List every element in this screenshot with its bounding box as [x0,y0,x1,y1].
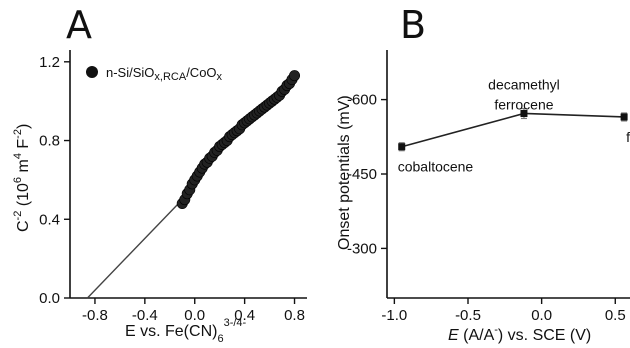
chart-b-x-tick-label: -0.5 [455,307,481,324]
chart-b-data-point [398,143,406,151]
chart-a-y-tick-label: 0.4 [39,211,60,228]
chart-b-x-tick-label: -1.0 [381,307,407,324]
chart-b-point-label: decamethyl [488,76,560,92]
chart-a-fit-line [86,199,183,299]
chart-b-y-tick-label: -450 [347,166,377,183]
chart-b-point-label: ferrocene [494,96,553,112]
chart-a-ticks: -0.8 -0.4 0.0 0.4 0.8 0.0 0.4 0.8 1.2 [39,54,305,324]
chart-b-series [398,107,628,152]
panel-b-letter: B [400,3,426,47]
panel-a-letter: A [66,3,92,47]
chart-b-y-tick-label: -600 [347,92,377,109]
chart-a-x-tick-label: 0.8 [284,307,305,324]
chart-a: -0.8 -0.4 0.0 0.4 0.8 0.0 0.4 0.8 1.2 n-Si/SiOx,… [12,50,307,345]
chart-a-x-tick-label: -0.8 [82,307,108,324]
chart-b-x-axis-title: E (A/A-) vs. SCE (V) [448,324,591,344]
chart-a-data-point [289,70,301,82]
chart-b-data-point [620,113,628,121]
chart-b-point-label: ferrocene [626,129,630,145]
chart-a-y-tick-label: 0.0 [39,290,60,307]
chart-b-series-line [401,112,625,148]
chart-a-legend: n-Si/SiOx,RCA/CoOx [86,65,223,83]
chart-a-points [176,70,301,210]
chart-a-fit-line-segment [86,199,183,299]
legend-label: n-Si/SiOx,RCA/CoOx [106,65,223,83]
chart-b-x-tick-label: 0.5 [605,307,626,324]
chart-a-x-axis-title: E vs. Fe(CN)63-/4- [125,317,247,345]
chart-a-y-axis-title: C-2 (106 m4 F-2) [12,124,32,232]
chart-b-data-point [520,109,528,117]
chart-b-point-label: cobaltocene [398,159,474,175]
chart-a-y-tick-label: 1.2 [39,54,60,71]
chart-a-x-tick-label: -0.4 [132,307,158,324]
chart-b-y-axis-title: Onset potentials (mV) [336,95,353,250]
chart-a-axes [69,50,307,299]
chart-b-point-labels: cobaltocene decamethyl ferrocene ferrocene [398,76,630,174]
chart-a-x-tick-label: 0.4 [234,307,255,324]
chart-b-x-tick-label: 0.0 [531,307,552,324]
chart-b-ticks: -1.0 -0.5 0.0 0.5 -600 -450 -300 [347,92,626,324]
chart-b-y-tick-label: -300 [347,240,377,257]
chart-a-y-tick-label: 0.8 [39,133,60,150]
chart-a-x-tick-label: 0.0 [184,307,205,324]
legend-marker [86,66,98,78]
chart-b: -1.0 -0.5 0.0 0.5 -600 -450 -300 cobaltocene de… [336,50,630,344]
